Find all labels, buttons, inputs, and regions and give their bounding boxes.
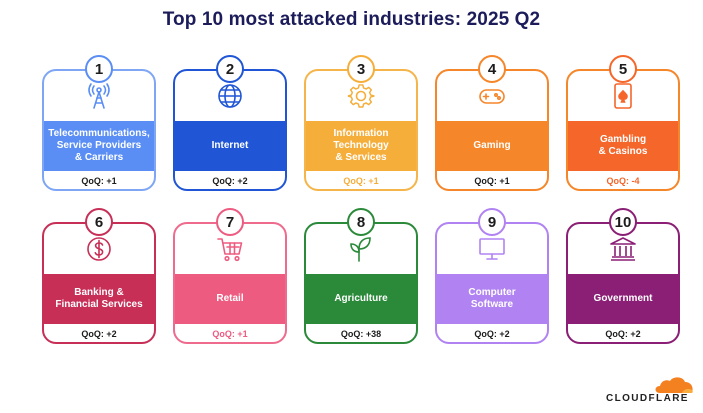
rank-badge: 7 [216,208,244,236]
industry-name-band: Retail [175,274,285,324]
cell-tower-icon [44,71,154,121]
government-building-icon [568,224,678,274]
industry-name: Banking & Financial Services [55,287,143,310]
playing-card-icon [568,71,678,121]
industry-name-band: Government [568,274,678,324]
industry-name: Gambling & Casinos [598,134,648,157]
qoq-change: QoQ: +2 [605,329,641,339]
industry-name: Government [593,293,653,304]
qoq-change: QoQ: +2 [81,329,117,339]
qoq-change: QoQ: +2 [474,329,510,339]
page-title: Top 10 most attacked industries: 2025 Q2 [162,9,541,30]
qoq-change: QoQ: +2 [212,176,248,186]
industry-card: Gambling & Casinos QoQ: -4 [566,69,680,191]
brand-wordmark: CLOUDFLARE [606,393,689,404]
gamepad-icon [437,71,547,121]
industry-name: Computer Software [468,287,516,310]
qoq-change: QoQ: +38 [340,329,382,339]
rank-badge: 5 [609,55,637,83]
industry-card: Retail QoQ: +1 [173,222,287,344]
qoq-change: QoQ: +1 [212,329,248,339]
industry-name: Agriculture [334,293,388,304]
rank-badge: 1 [85,55,113,83]
qoq-change: QoQ: +1 [474,176,510,186]
globe-icon [175,71,285,121]
industry-card: Internet QoQ: +2 [173,69,287,191]
industry-name: Gaming [473,140,511,151]
industry-name: Retail [216,293,244,304]
industry-name-band: Information Technology & Services [306,121,416,171]
industry-card: Banking & Financial Services QoQ: +2 [42,222,156,344]
sprout-icon [306,224,416,274]
industry-name-band: Gaming [437,121,547,171]
qoq-change: QoQ: +1 [81,176,117,186]
qoq-change: QoQ: -4 [606,176,640,186]
industry-card: Gaming QoQ: +1 [435,69,549,191]
rank-badge: 6 [85,208,113,236]
industry-name: Telecommunications, Service Providers & … [48,128,150,163]
rank-badge: 9 [478,208,506,236]
cloud-icon [655,377,693,393]
industry-name-band: Computer Software [437,274,547,324]
industry-name-band: Internet [175,121,285,171]
industry-card: Government QoQ: +2 [566,222,680,344]
industry-name-band: Gambling & Casinos [568,121,678,171]
rank-badge: 8 [347,208,375,236]
gear-icon [306,71,416,121]
industry-name-band: Agriculture [306,274,416,324]
industry-name-band: Telecommunications, Service Providers & … [44,121,154,171]
industry-card: Information Technology & Services QoQ: +1 [304,69,418,191]
monitor-icon [437,224,547,274]
rank-badge: 3 [347,55,375,83]
industry-name-band: Banking & Financial Services [44,274,154,324]
rank-badge: 4 [478,55,506,83]
rank-badge: 2 [216,55,244,83]
industry-name: Internet [211,140,249,151]
qoq-change: QoQ: +1 [343,176,379,186]
industry-card: Agriculture QoQ: +38 [304,222,418,344]
cloudflare-logo: CLOUDFLARE [606,376,696,404]
industry-name: Information Technology & Services [333,128,389,163]
industry-card: Computer Software QoQ: +2 [435,222,549,344]
dollar-icon [44,224,154,274]
rank-badge: 10 [609,208,637,236]
cart-icon [175,224,285,274]
industry-card: Telecommunications, Service Providers & … [42,69,156,191]
